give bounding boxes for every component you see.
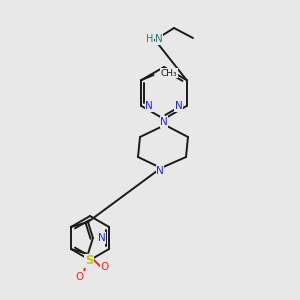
- Text: N: N: [175, 101, 182, 111]
- Text: S: S: [85, 254, 93, 268]
- Text: H: H: [146, 34, 153, 44]
- Text: N: N: [146, 101, 153, 111]
- Text: N: N: [156, 166, 164, 176]
- Text: N: N: [155, 34, 163, 44]
- Text: N: N: [160, 117, 168, 127]
- Text: O: O: [76, 272, 84, 282]
- Text: O: O: [101, 262, 109, 272]
- Text: CH₃: CH₃: [160, 68, 177, 77]
- Text: N: N: [98, 233, 106, 243]
